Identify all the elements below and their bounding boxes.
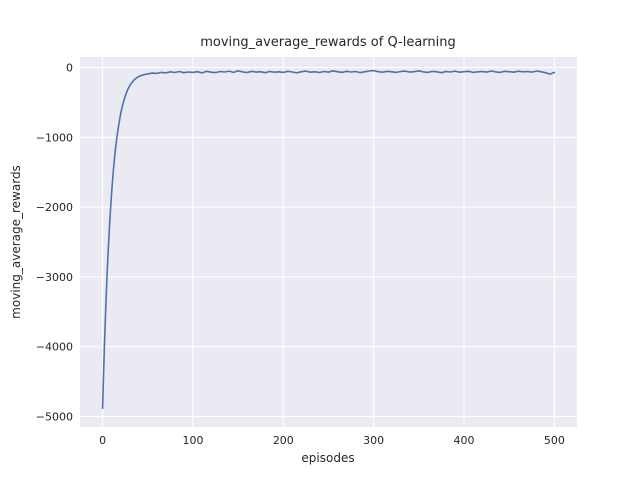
y-tick-label: −5000 [36, 411, 73, 424]
x-tick-labels: 0 100 200 300 400 500 [99, 434, 565, 447]
x-tick-label: 300 [363, 434, 384, 447]
plot-area [80, 57, 577, 427]
line-series-group [101, 69, 556, 410]
y-tick-label: −3000 [36, 271, 73, 284]
y-tick-label: −2000 [36, 201, 73, 214]
y-axis-label: moving_average_rewards [9, 165, 23, 319]
y-tick-labels: 0 −1000 −2000 −3000 −4000 −5000 [36, 61, 73, 423]
x-tick-label: 500 [544, 434, 565, 447]
x-tick-label: 0 [99, 434, 106, 447]
x-tick-label: 100 [182, 434, 203, 447]
gridlines [80, 57, 577, 427]
y-tick-label: −4000 [36, 341, 73, 354]
reward-curve [101, 69, 556, 410]
chart-title: moving_average_rewards of Q-learning [200, 35, 456, 50]
x-tick-label: 200 [273, 434, 294, 447]
y-tick-label: −1000 [36, 131, 73, 144]
x-tick-label: 400 [454, 434, 475, 447]
x-axis-label: episodes [301, 451, 354, 465]
y-tick-label: 0 [66, 61, 73, 74]
